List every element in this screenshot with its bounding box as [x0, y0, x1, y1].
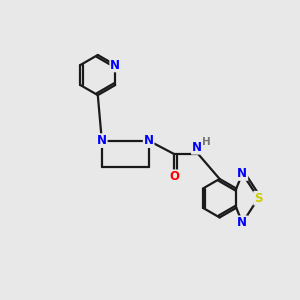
- Text: N: N: [97, 134, 107, 147]
- Text: N: N: [110, 58, 120, 71]
- Text: H: H: [202, 137, 211, 147]
- Text: S: S: [254, 192, 263, 205]
- Text: N: N: [144, 134, 154, 147]
- Text: O: O: [169, 170, 179, 183]
- Text: N: N: [237, 167, 247, 180]
- Text: N: N: [237, 216, 247, 229]
- Text: N: N: [192, 141, 202, 154]
